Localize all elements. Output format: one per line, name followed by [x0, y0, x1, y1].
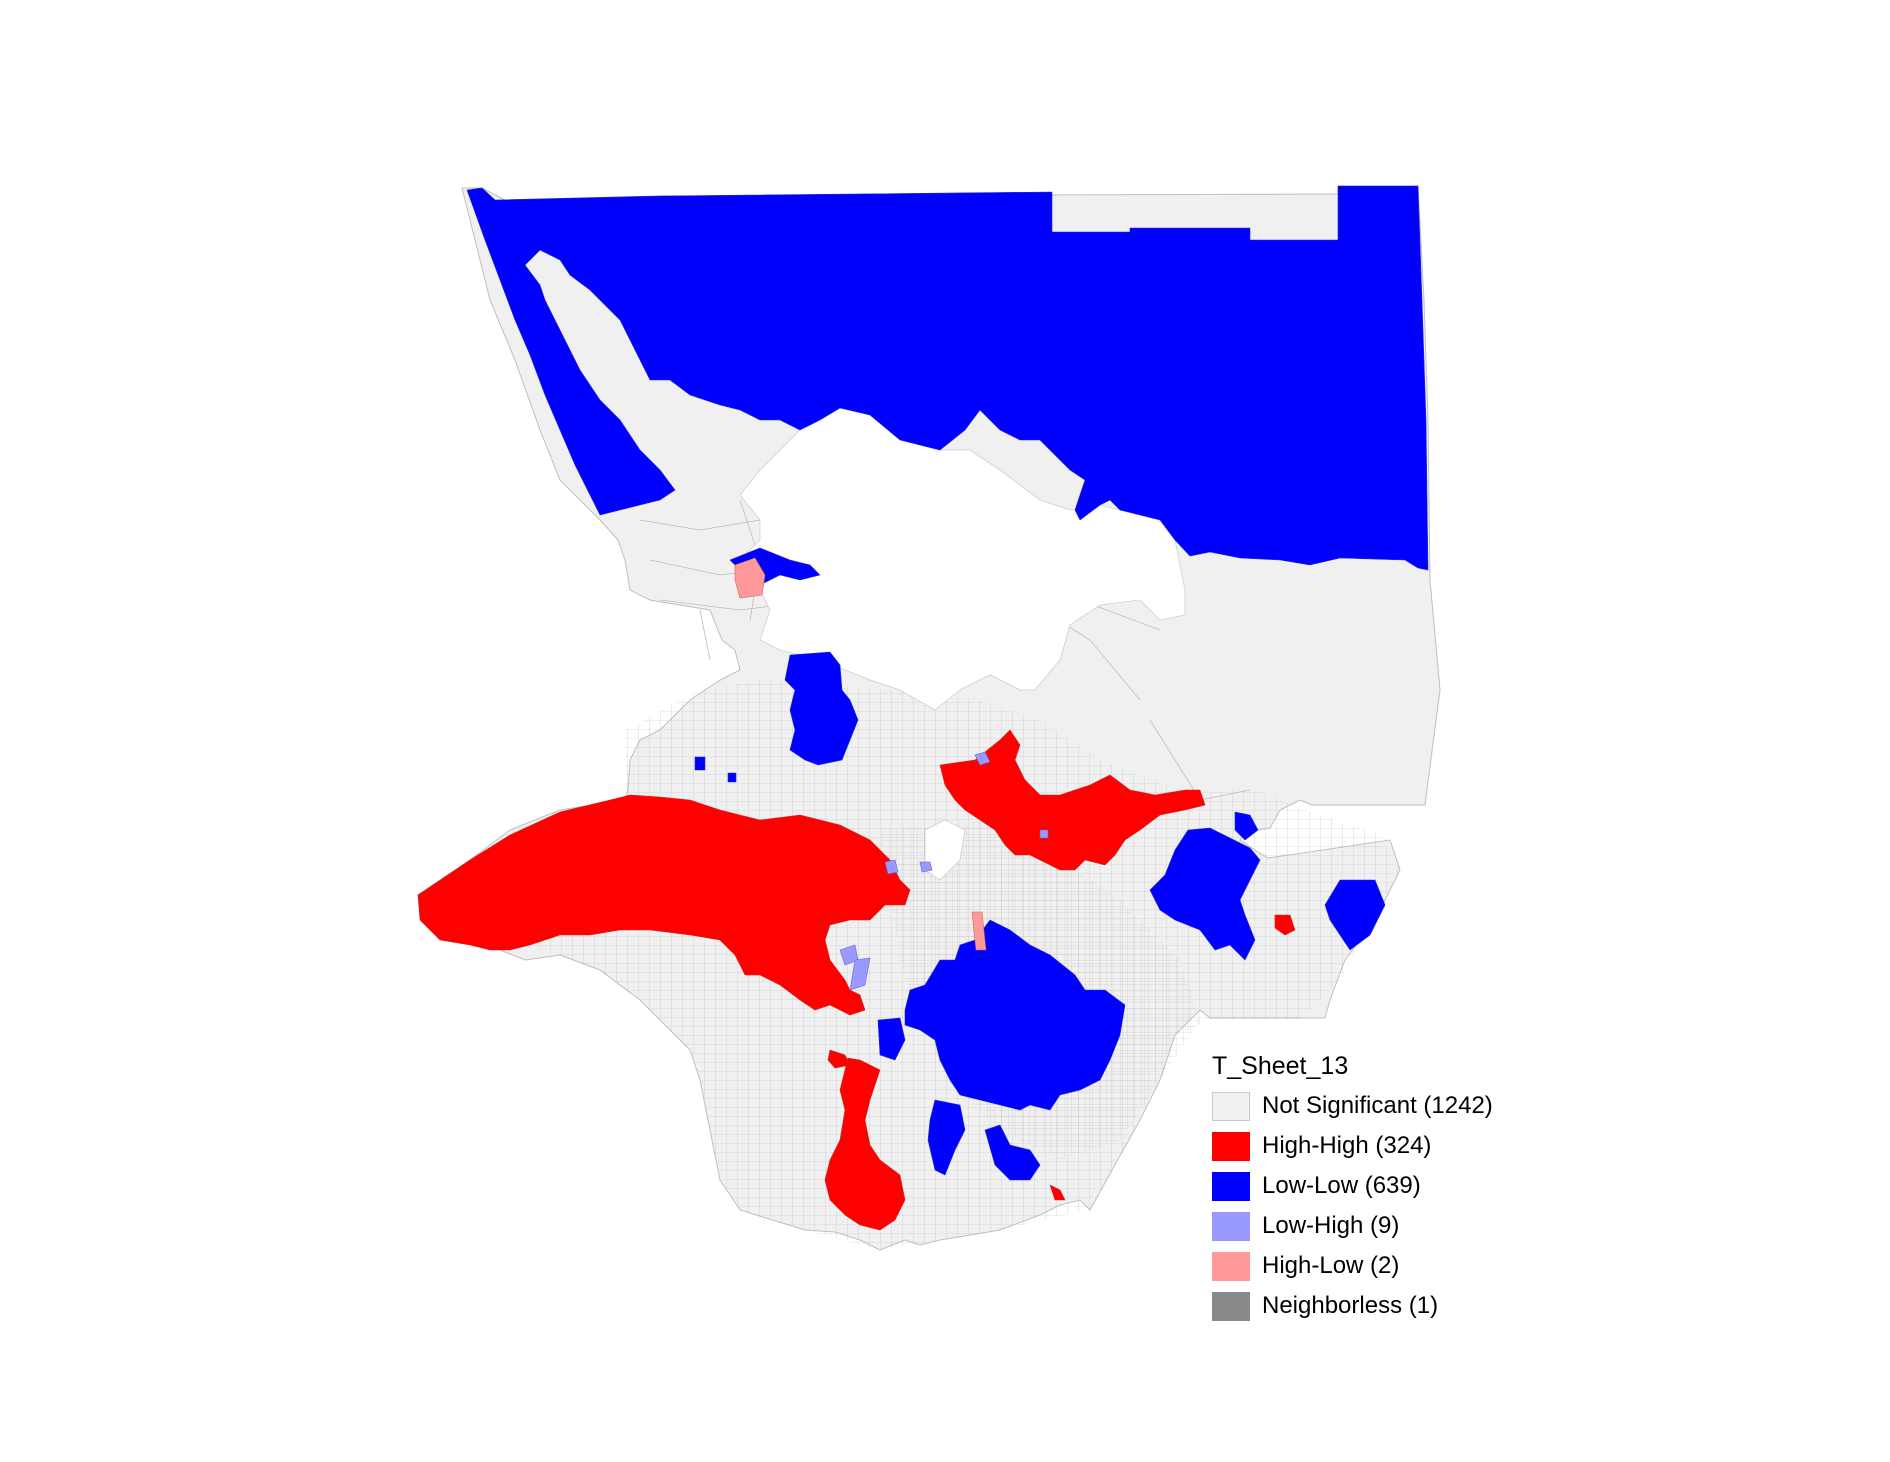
legend-swatch: [1212, 1131, 1250, 1161]
legend-title: T_Sheet_13: [1212, 1052, 1349, 1080]
high-high-west: [417, 794, 911, 1016]
legend-label: Low-Low (639): [1262, 1172, 1421, 1199]
no-data-gap: [739, 407, 1186, 881]
legend-swatch: [1212, 1291, 1250, 1321]
map-legend: T_Sheet_13 Not Significant (1242) High-H…: [1212, 1048, 1493, 1326]
legend-item-high-high: High-High (324): [1212, 1126, 1493, 1166]
legend-label: Neighborless (1): [1262, 1292, 1439, 1319]
legend-item-low-high: Low-High (9): [1212, 1206, 1493, 1246]
legend-swatch: [1212, 1251, 1250, 1281]
legend-item-not-significant: Not Significant (1242): [1212, 1086, 1493, 1126]
high-high-clusters: [417, 729, 1296, 1231]
high-low-clusters: [734, 557, 987, 951]
legend-swatch: [1212, 1091, 1250, 1121]
legend-swatch: [1212, 1171, 1250, 1201]
legend-label: Not Significant (1242): [1262, 1092, 1493, 1119]
legend-item-low-low: Low-Low (639): [1212, 1166, 1493, 1206]
legend-item-high-low: High-Low (2): [1212, 1246, 1493, 1286]
legend-label: High-High (324): [1262, 1132, 1432, 1159]
legend-item-neighborless: Neighborless (1): [1212, 1286, 1493, 1326]
low-low-clusters: [466, 185, 1429, 1181]
legend-swatch: [1212, 1211, 1250, 1241]
legend-label: Low-High (9): [1262, 1212, 1400, 1239]
low-low-north: [466, 185, 1429, 571]
low-high-clusters: [839, 751, 1049, 991]
legend-label: High-Low (2): [1262, 1252, 1400, 1279]
